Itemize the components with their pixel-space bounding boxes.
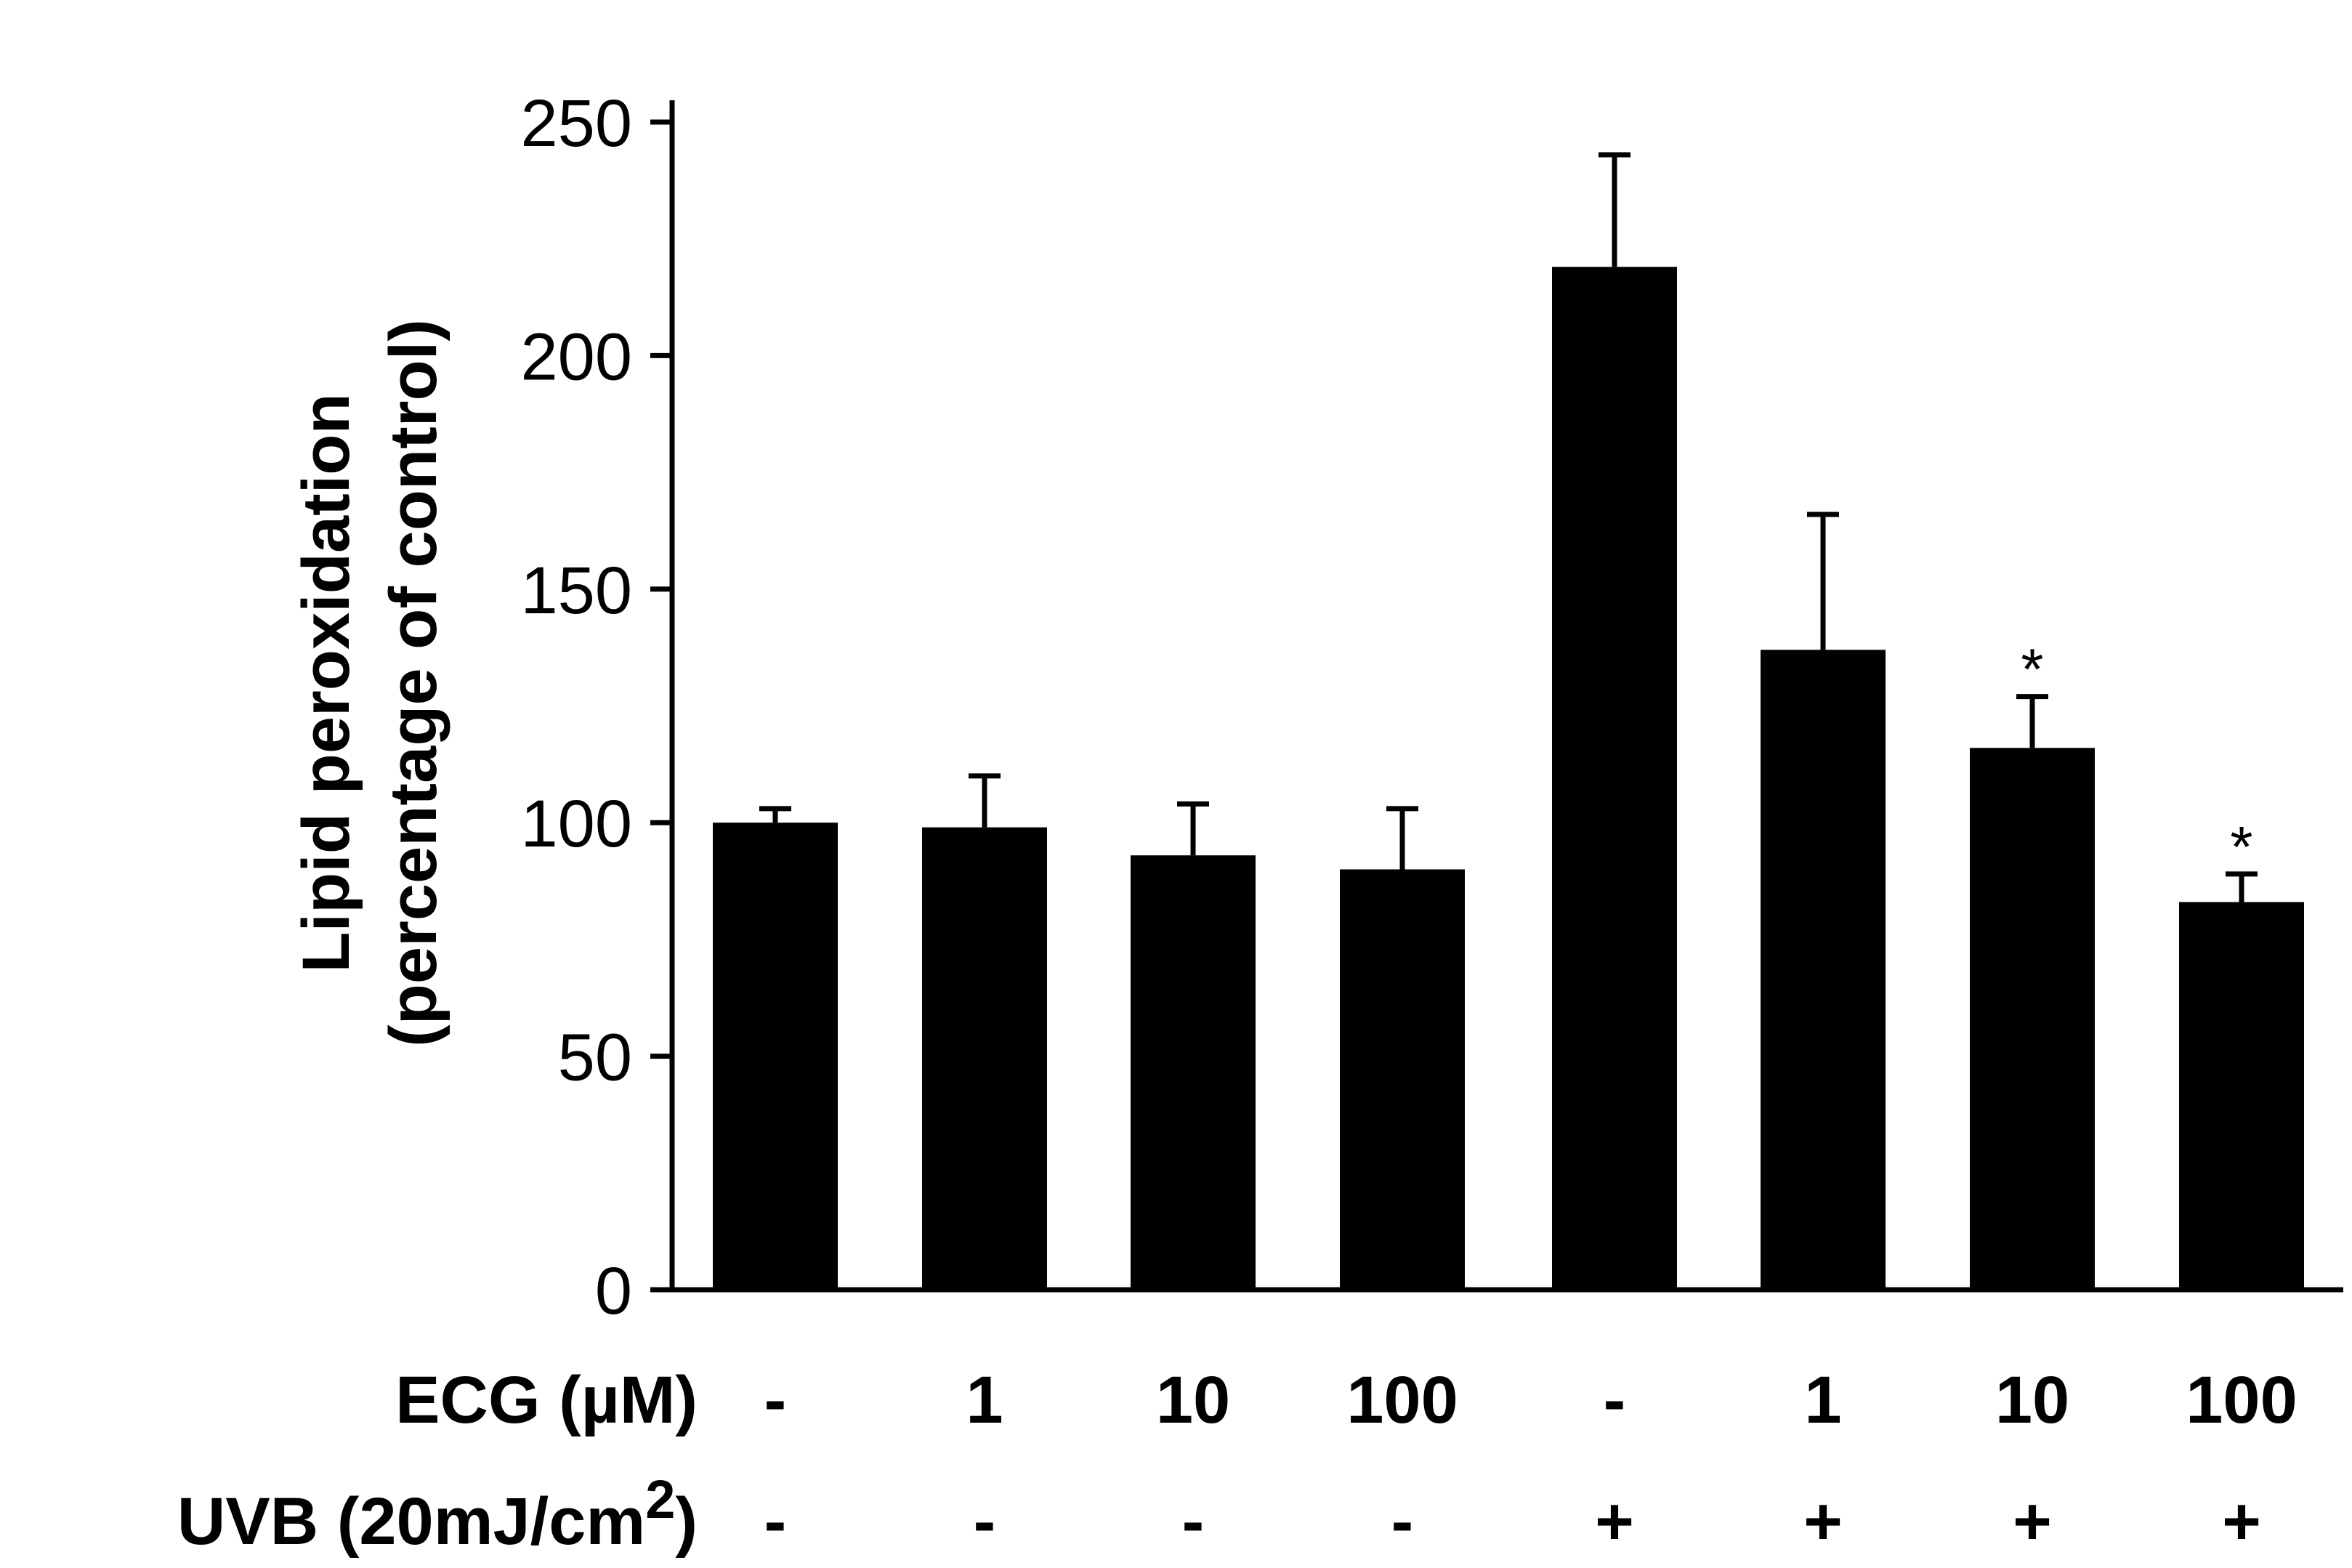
uvb-row-label-main: UVB (20mJ/cm xyxy=(177,1484,645,1559)
uvb-row-label-close: ) xyxy=(675,1484,698,1559)
y-tick-label-50: 50 xyxy=(558,1021,632,1095)
uvb-category-8: + xyxy=(2222,1484,2261,1559)
bar-7 xyxy=(1970,748,2095,1290)
ecg-category-5: - xyxy=(1604,1363,1626,1437)
y-tick-label-200: 200 xyxy=(521,320,633,394)
uvb-category-4: - xyxy=(1391,1484,1414,1559)
bar-4 xyxy=(1340,869,1465,1290)
y-tick-label-250: 250 xyxy=(521,86,633,161)
uvb-category-1: - xyxy=(764,1484,787,1559)
y-axis-label-line2: (percentage of control) xyxy=(376,319,450,1047)
bars xyxy=(713,267,2304,1290)
significance-star-7: * xyxy=(2021,637,2043,702)
y-tick-label-0: 0 xyxy=(595,1254,632,1328)
ecg-category-6: 1 xyxy=(1804,1363,1841,1437)
significance-star-8: * xyxy=(2230,815,2252,879)
uvb-category-labels: - - - - + + + + xyxy=(764,1484,2261,1559)
y-axis-ticks: 0 50 100 150 200 250 xyxy=(521,86,672,1328)
uvb-category-2: - xyxy=(974,1484,996,1559)
bar-3 xyxy=(1131,855,1256,1290)
ecg-category-labels: - 1 10 100 - 1 10 100 xyxy=(764,1363,2298,1437)
bar-1 xyxy=(713,823,838,1290)
uvb-category-5: + xyxy=(1595,1484,1634,1559)
uvb-row-label: UVB (20mJ/cm2) xyxy=(177,1469,698,1559)
y-axis-label-line1: Lipid peroxidation xyxy=(289,393,363,972)
ecg-category-3: 10 xyxy=(1156,1363,1230,1437)
ecg-category-8: 100 xyxy=(2186,1363,2298,1437)
uvb-category-6: + xyxy=(1803,1484,1843,1559)
uvb-category-3: - xyxy=(1182,1484,1205,1559)
bar-8 xyxy=(2179,902,2304,1290)
bar-5 xyxy=(1552,267,1677,1290)
bar-2 xyxy=(922,827,1047,1290)
y-tick-label-100: 100 xyxy=(521,787,633,861)
error-bars xyxy=(759,152,2258,902)
ecg-category-2: 1 xyxy=(966,1363,1003,1437)
significance-markers: ** xyxy=(2021,637,2252,879)
y-axis-label: Lipid peroxidation (percentage of contro… xyxy=(289,319,450,1047)
ecg-category-4: 100 xyxy=(1346,1363,1458,1437)
ecg-category-7: 10 xyxy=(1995,1363,2069,1437)
y-tick-label-150: 150 xyxy=(521,554,633,628)
ecg-category-1: - xyxy=(764,1363,787,1437)
bar-6 xyxy=(1761,650,1886,1290)
uvb-category-7: + xyxy=(2013,1484,2052,1559)
uvb-row-label-sup: 2 xyxy=(645,1469,675,1529)
ecg-row-label: ECG (µM) xyxy=(395,1363,698,1437)
